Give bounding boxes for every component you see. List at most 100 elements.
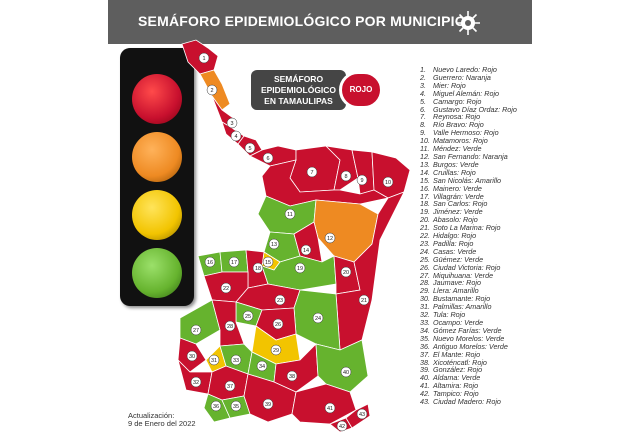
state-status-box: SEMÁFORO EPIDEMIOLÓGICO EN TAMAULIPAS bbox=[251, 70, 346, 110]
legend-text: Xicoténcatl: Rojo bbox=[433, 357, 487, 367]
legend-item: 40. Aldama: Verde bbox=[420, 374, 532, 382]
legend-item: 30. Bustamante: Rojo bbox=[420, 295, 532, 303]
municipio-number: 41 bbox=[327, 406, 333, 412]
municipio-number: 36 bbox=[213, 404, 219, 410]
municipio-number-badge bbox=[358, 294, 370, 306]
legend-number: 8. bbox=[420, 120, 426, 130]
municipio-number: 27 bbox=[193, 328, 199, 334]
legend-text: San Nicolás: Amarillo bbox=[433, 175, 502, 185]
legend-item: 16. Mainero: Verde bbox=[420, 183, 532, 193]
municipio-number: 23 bbox=[277, 298, 283, 304]
municipio-40 bbox=[315, 339, 369, 393]
municipio-10 bbox=[371, 151, 411, 199]
municipio-number-badge bbox=[228, 256, 240, 268]
legend-text: Tampico: Rojo bbox=[433, 389, 479, 399]
municipio-number: 28 bbox=[227, 324, 233, 330]
legend-text: Bustamante: Rojo bbox=[433, 294, 491, 304]
municipio-number: 40 bbox=[343, 370, 349, 376]
page-title: SEMÁFORO EPIDEMIOLÓGICO POR MUNICIPIO bbox=[138, 13, 466, 29]
legend-number: 17. bbox=[420, 191, 430, 201]
legend-item: 7. Reynosa: Rojo bbox=[420, 113, 532, 121]
legend-text: Gustavo Díaz Ordaz: Rojo bbox=[433, 104, 517, 114]
legend-number: 28. bbox=[420, 278, 430, 288]
legend-number: 12. bbox=[420, 151, 430, 161]
traffic-light bbox=[120, 48, 194, 306]
legend-text: Aldama: Verde bbox=[433, 373, 481, 383]
legend-text: Nuevo Morelos: Verde bbox=[433, 333, 505, 343]
legend-item: 4. Miguel Alemán: Rojo bbox=[420, 88, 532, 98]
municipio-number: 12 bbox=[327, 236, 333, 242]
legend-text: Villagrán: Verde bbox=[433, 191, 484, 201]
municipio-number-badge bbox=[230, 354, 242, 366]
info-line-1: SEMÁFORO bbox=[273, 74, 324, 84]
legend-number: 41. bbox=[420, 381, 430, 391]
municipio-number: 31 bbox=[211, 358, 217, 364]
legend-text: Méndez: Verde bbox=[433, 144, 482, 154]
municipio-number-badge bbox=[208, 354, 220, 366]
municipio-number: 29 bbox=[273, 348, 279, 354]
municipio-number: 2 bbox=[210, 88, 213, 94]
municipio-number: 10 bbox=[385, 180, 391, 186]
municipio-number: 9 bbox=[360, 178, 363, 184]
update-note: Actualización: 9 de Enero del 2022 bbox=[128, 412, 196, 428]
legend-item: 12. San Fernando: Naranja bbox=[420, 153, 532, 161]
legend-number: 11. bbox=[420, 144, 430, 154]
municipio-number-badge bbox=[340, 366, 352, 378]
municipio-14 bbox=[293, 221, 323, 263]
municipio-number-badge bbox=[186, 350, 198, 362]
municipio-number: 15 bbox=[265, 260, 271, 266]
legend-item: 24. Casas: Verde bbox=[420, 247, 532, 256]
legend-item: 8. Río Bravo: Rojo bbox=[420, 121, 532, 129]
legend-number: 14. bbox=[420, 167, 430, 177]
legend-text: Mainero: Verde bbox=[433, 183, 482, 193]
legend-item: 29. Llera: Amarillo bbox=[420, 287, 532, 295]
municipio-number-badge bbox=[382, 176, 394, 188]
traffic-light-red bbox=[132, 74, 182, 124]
legend-number: 21. bbox=[420, 223, 430, 233]
municipio-number: 14 bbox=[303, 248, 309, 254]
legend-item: 42. Tampico: Rojo bbox=[420, 390, 532, 398]
municipio-number: 20 bbox=[343, 270, 349, 276]
legend-number: 4. bbox=[420, 88, 426, 98]
legend-text: Jiménez: Verde bbox=[433, 207, 483, 217]
legend-text: Matamoros: Rojo bbox=[433, 136, 488, 146]
legend-text: Ciudad Madero: Rojo bbox=[433, 397, 501, 407]
municipio-number-badge bbox=[210, 400, 222, 412]
legend-text: Burgos: Verde bbox=[433, 159, 479, 169]
traffic-light-green bbox=[132, 248, 182, 298]
legend-item: 2. Guerrero: Naranja bbox=[420, 73, 532, 82]
legend-item: 33. Ocampo: Verde bbox=[420, 319, 532, 327]
legend-item: 41. Altamira: Rojo bbox=[420, 382, 532, 390]
legend-number: 27. bbox=[420, 270, 430, 280]
legend-number: 37. bbox=[420, 349, 430, 359]
legend-number: 5. bbox=[420, 96, 426, 106]
status-badge: ROJO bbox=[339, 71, 383, 109]
legend-text: Soto La Marina: Rojo bbox=[433, 223, 501, 233]
legend-number: 30. bbox=[420, 294, 430, 304]
legend-number: 39. bbox=[420, 365, 430, 375]
traffic-light-yellow bbox=[132, 190, 182, 240]
municipio-number-badge bbox=[230, 130, 242, 142]
municipio-number-badge bbox=[294, 262, 306, 274]
legend-item: 37. El Mante: Rojo bbox=[420, 349, 532, 359]
legend-number: 25. bbox=[420, 254, 430, 264]
municipio-number-badge bbox=[226, 117, 238, 129]
municipio-41 bbox=[291, 383, 357, 425]
municipio-number: 18 bbox=[255, 266, 261, 272]
legend-number: 33. bbox=[420, 318, 430, 327]
municipio-number-badge bbox=[340, 266, 352, 278]
legend-item: 17. Villagrán: Verde bbox=[420, 191, 532, 201]
legend-number: 38. bbox=[420, 357, 430, 367]
legend-text: Mier: Rojo bbox=[433, 80, 466, 90]
legend-item: 19. Jiménez: Verde bbox=[420, 208, 532, 216]
municipio-number-badge bbox=[230, 400, 242, 412]
legend-text: San Fernando: Naranja bbox=[433, 151, 508, 161]
legend-item: 20. Abasolo: Rojo bbox=[420, 216, 532, 224]
municipio-21 bbox=[335, 191, 405, 351]
legend-number: 18. bbox=[420, 199, 430, 209]
legend-item: 13. Burgos: Verde bbox=[420, 159, 532, 169]
legend-text: Ocampo: Verde bbox=[433, 318, 484, 327]
municipio-number: 30 bbox=[189, 354, 195, 360]
municipio-number-badge bbox=[356, 174, 368, 186]
legend-text: Hidalgo: Rojo bbox=[433, 231, 477, 241]
